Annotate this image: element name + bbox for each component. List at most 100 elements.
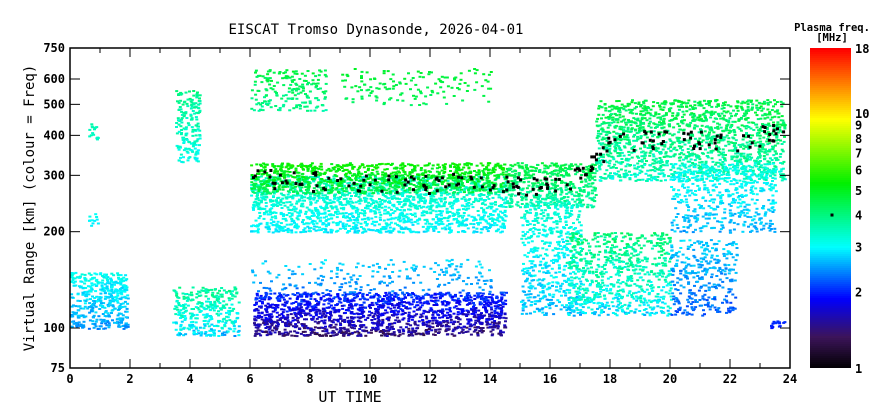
echo-mark xyxy=(335,319,339,322)
echo-mark xyxy=(256,186,260,189)
echo-mark xyxy=(252,207,255,210)
echo-mark xyxy=(320,319,324,322)
echo-mark xyxy=(208,318,212,321)
echo-mark xyxy=(388,213,392,216)
echo-mark xyxy=(373,187,377,190)
echo-mark xyxy=(407,320,411,323)
echo-mark xyxy=(108,296,112,299)
echo-mark xyxy=(391,212,395,215)
echo-mark xyxy=(390,333,394,336)
echo-mark xyxy=(360,178,364,181)
echo-mark xyxy=(175,90,179,93)
echo-mark xyxy=(107,324,111,327)
echo-mark xyxy=(257,224,261,227)
echo-mark xyxy=(441,316,445,319)
echo-mark xyxy=(105,287,109,290)
echo-mark xyxy=(351,320,355,323)
echo-mark xyxy=(206,291,210,294)
echo-mark xyxy=(476,210,480,212)
echo-mark xyxy=(453,326,457,329)
echo-mark xyxy=(464,186,468,189)
echo-mark xyxy=(110,290,114,293)
echo-mark xyxy=(380,304,384,307)
echo-mark xyxy=(499,231,503,234)
echo-mark xyxy=(264,327,268,329)
echo-mark xyxy=(284,219,288,222)
echo-mark xyxy=(457,168,461,171)
echo-mark xyxy=(405,200,409,203)
echo-mark xyxy=(258,186,262,189)
echo-mark xyxy=(110,294,113,297)
echo-mark xyxy=(74,322,78,325)
echo-mark xyxy=(125,310,129,313)
echo-mark xyxy=(464,208,468,211)
echo-mark xyxy=(336,188,340,191)
echo-mark xyxy=(432,190,436,193)
echo-mark xyxy=(381,302,385,305)
echo-mark xyxy=(288,191,291,194)
echo-mark xyxy=(347,224,351,227)
echo-mark xyxy=(478,221,482,224)
echo-mark xyxy=(348,172,352,175)
echo-mark xyxy=(176,117,180,120)
echo-mark xyxy=(116,314,120,317)
echo-mark xyxy=(117,324,121,327)
echo-mark xyxy=(93,283,97,286)
echo-mark xyxy=(413,294,417,297)
echo-mark xyxy=(263,323,267,326)
echo-mark xyxy=(204,290,208,293)
echo-mark xyxy=(484,307,487,310)
echo-mark xyxy=(76,309,80,312)
echo-mark xyxy=(190,326,194,329)
echo-mark xyxy=(361,293,365,296)
echo-mark xyxy=(427,321,431,324)
echo-mark xyxy=(303,193,307,196)
echo-mark xyxy=(217,321,221,324)
echo-mark xyxy=(196,138,200,141)
echo-mark xyxy=(291,175,295,178)
echo-mark xyxy=(274,170,278,173)
echo-mark xyxy=(329,202,333,205)
echo-mark xyxy=(204,307,208,310)
echo-mark xyxy=(424,230,428,233)
echo-mark xyxy=(306,326,310,329)
echo-mark xyxy=(374,292,378,295)
echo-mark xyxy=(344,293,348,296)
echo-mark xyxy=(465,326,469,329)
echo-mark xyxy=(366,216,370,219)
echo-mark xyxy=(501,303,505,306)
echo-mark xyxy=(354,225,358,228)
echo-mark xyxy=(454,200,458,203)
echo-mark xyxy=(379,231,383,234)
echo-mark xyxy=(361,212,365,215)
echo-mark xyxy=(286,333,290,336)
echo-mark xyxy=(109,277,113,280)
echo-mark xyxy=(329,205,333,208)
echo-mark xyxy=(456,307,460,310)
echo-mark xyxy=(313,326,317,329)
echo-mark xyxy=(410,221,414,224)
echo-mark xyxy=(177,119,180,122)
echo-mark xyxy=(330,320,334,323)
echo-mark xyxy=(497,304,501,306)
echo-mark xyxy=(402,330,406,333)
echo-mark xyxy=(398,320,402,323)
echo-mark xyxy=(476,317,480,320)
echo-mark xyxy=(100,285,104,288)
echo-mark xyxy=(472,330,476,333)
echo-mark xyxy=(217,297,221,300)
echo-mark xyxy=(286,193,290,196)
echo-mark xyxy=(465,218,469,221)
echo-mark xyxy=(456,172,460,175)
echo-mark xyxy=(384,179,388,182)
echo-mark xyxy=(251,224,255,227)
echo-mark xyxy=(271,223,275,226)
echo-mark xyxy=(494,307,498,310)
echo-mark xyxy=(477,292,481,295)
echo-mark xyxy=(432,229,436,232)
echo-mark xyxy=(481,164,485,167)
echo-mark xyxy=(90,219,94,222)
echo-mark xyxy=(355,303,359,306)
echo-mark xyxy=(406,307,410,310)
echo-mark xyxy=(408,188,412,191)
